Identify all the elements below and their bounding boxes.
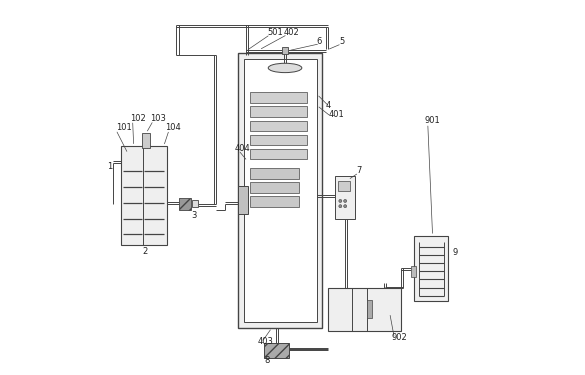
Text: 6: 6 bbox=[317, 37, 322, 46]
Text: 501: 501 bbox=[267, 28, 283, 37]
Bar bbox=[142, 134, 150, 148]
Text: 103: 103 bbox=[150, 114, 166, 123]
Bar bbox=[238, 186, 247, 214]
Text: 102: 102 bbox=[130, 114, 146, 123]
Bar bbox=[250, 168, 299, 178]
Circle shape bbox=[343, 200, 347, 202]
Text: 5: 5 bbox=[339, 37, 345, 46]
Bar bbox=[339, 181, 350, 191]
Bar bbox=[250, 121, 308, 131]
Bar bbox=[121, 146, 167, 245]
Bar bbox=[250, 196, 299, 207]
Bar bbox=[250, 182, 299, 193]
Text: 1: 1 bbox=[108, 162, 113, 171]
Bar bbox=[250, 106, 308, 117]
Bar bbox=[335, 176, 355, 219]
Text: 401: 401 bbox=[328, 110, 344, 119]
Circle shape bbox=[339, 200, 342, 202]
Ellipse shape bbox=[268, 63, 302, 73]
Text: 2: 2 bbox=[142, 247, 147, 256]
Bar bbox=[250, 149, 308, 159]
Text: 4: 4 bbox=[326, 101, 331, 110]
Bar bbox=[238, 53, 322, 328]
Bar bbox=[264, 342, 289, 358]
Text: 8: 8 bbox=[264, 356, 270, 364]
Bar bbox=[367, 300, 371, 318]
Bar bbox=[411, 266, 416, 277]
Bar bbox=[328, 288, 401, 332]
Text: 9: 9 bbox=[452, 248, 457, 257]
Bar bbox=[250, 135, 308, 145]
Text: 402: 402 bbox=[284, 28, 300, 37]
Bar bbox=[414, 236, 448, 302]
Bar bbox=[192, 200, 198, 207]
Text: 901: 901 bbox=[424, 117, 440, 126]
Bar bbox=[282, 47, 288, 54]
Circle shape bbox=[343, 205, 347, 208]
Text: 7: 7 bbox=[356, 166, 362, 175]
Text: 902: 902 bbox=[391, 333, 407, 342]
Bar bbox=[244, 58, 317, 322]
Text: 104: 104 bbox=[165, 123, 181, 132]
Text: 403: 403 bbox=[258, 337, 274, 346]
Text: 404: 404 bbox=[235, 144, 250, 153]
Text: 3: 3 bbox=[191, 211, 196, 220]
Bar bbox=[250, 92, 308, 103]
Text: 101: 101 bbox=[116, 123, 132, 132]
Circle shape bbox=[339, 205, 342, 208]
Bar bbox=[179, 198, 191, 210]
